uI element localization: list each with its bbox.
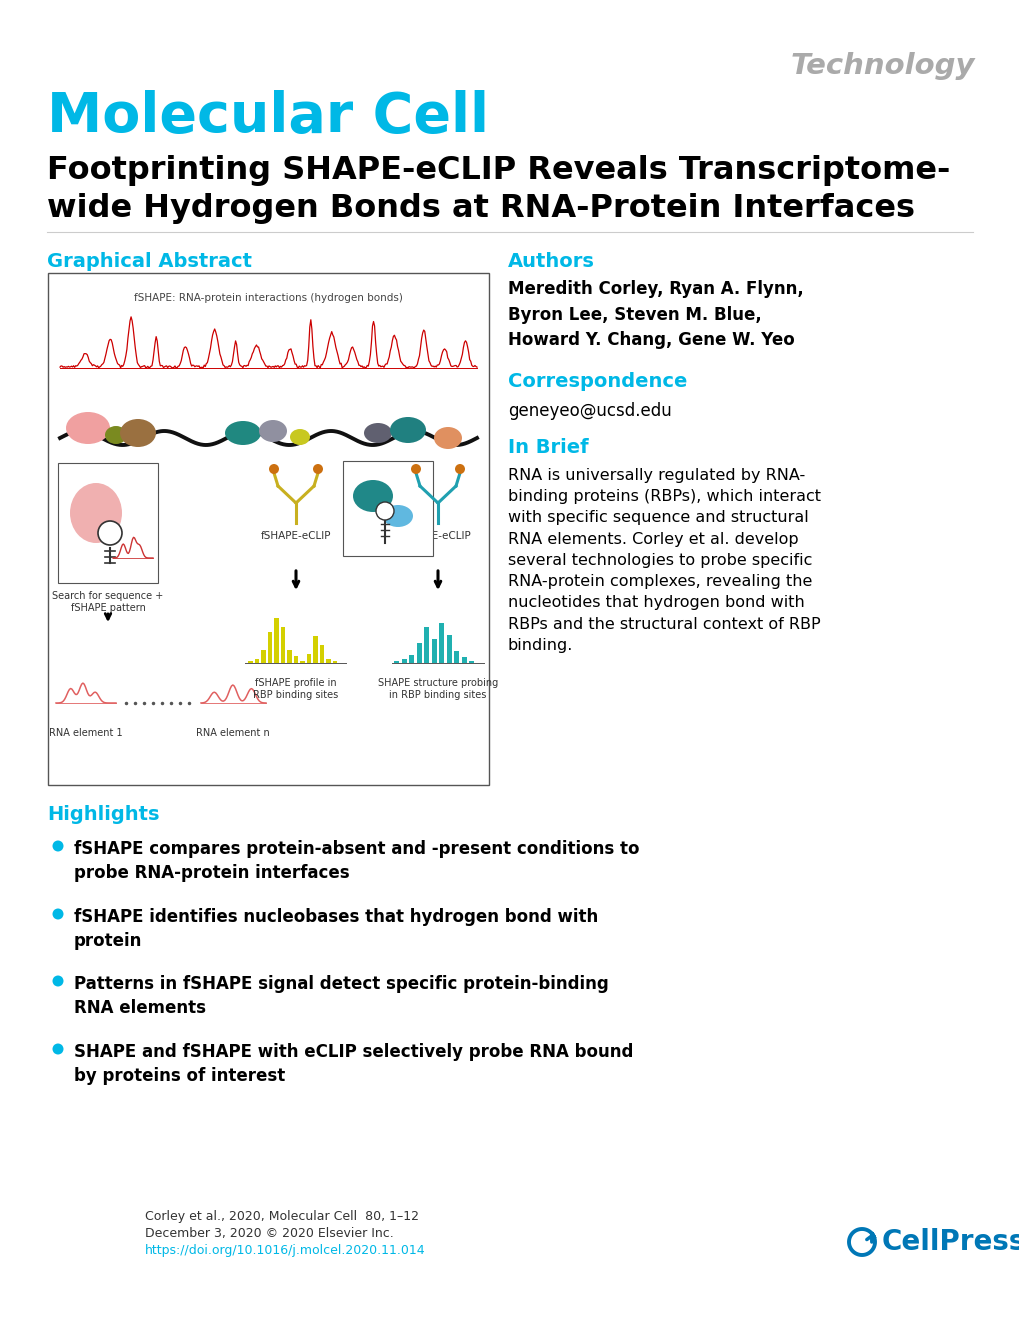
Bar — [300, 661, 305, 663]
Bar — [274, 618, 278, 663]
Text: Molecular Cell: Molecular Cell — [47, 90, 488, 144]
Text: CellPress: CellPress — [881, 1227, 1019, 1256]
Text: Meredith Corley, Ryan A. Flynn,
Byron Lee, Steven M. Blue,
Howard Y. Chang, Gene: Meredith Corley, Ryan A. Flynn, Byron Le… — [507, 279, 803, 350]
Bar — [280, 628, 285, 663]
Text: Corley et al., 2020, Molecular Cell  80⁠, 1–12: Corley et al., 2020, Molecular Cell 80⁠,… — [145, 1210, 419, 1223]
Circle shape — [98, 522, 122, 545]
Ellipse shape — [389, 417, 426, 444]
Text: Technology: Technology — [790, 52, 974, 79]
Text: https://doi.org/10.1016/j.molcel.2020.11.014: https://doi.org/10.1016/j.molcel.2020.11… — [145, 1245, 425, 1256]
Text: fSHAPE identifies nucleobases that hydrogen bond with
protein: fSHAPE identifies nucleobases that hydro… — [74, 908, 598, 951]
Bar — [313, 636, 318, 663]
Bar — [261, 650, 266, 663]
Ellipse shape — [353, 481, 392, 512]
Ellipse shape — [259, 420, 286, 442]
Bar — [446, 636, 451, 663]
Bar — [469, 661, 474, 663]
Text: Correspondence: Correspondence — [507, 372, 687, 391]
Bar — [409, 655, 414, 663]
Bar — [439, 624, 444, 663]
Text: RNA is universally regulated by RNA-
binding proteins (RBPs), which interact
wit: RNA is universally regulated by RNA- bin… — [507, 467, 820, 653]
Ellipse shape — [382, 504, 413, 527]
Bar — [48, 273, 488, 785]
Ellipse shape — [70, 483, 122, 543]
Bar — [401, 659, 407, 663]
Text: Graphical Abstract: Graphical Abstract — [47, 252, 252, 271]
Bar — [58, 463, 158, 583]
Bar — [332, 661, 337, 663]
Circle shape — [313, 463, 323, 474]
Bar — [342, 461, 433, 556]
Bar — [248, 661, 253, 663]
Bar — [319, 645, 324, 663]
Text: fSHAPE compares protein-absent and -present conditions to
probe RNA-protein inte: fSHAPE compares protein-absent and -pres… — [74, 839, 639, 882]
Text: RNA element 1: RNA element 1 — [49, 728, 122, 737]
Bar — [267, 632, 272, 663]
Text: Authors: Authors — [507, 252, 594, 271]
Circle shape — [52, 841, 63, 851]
Text: geneyeo@ucsd.edu: geneyeo@ucsd.edu — [507, 402, 672, 420]
Bar — [417, 643, 421, 663]
Bar — [462, 657, 467, 663]
Text: In Brief: In Brief — [507, 438, 588, 457]
Circle shape — [52, 976, 63, 986]
Bar — [453, 651, 459, 663]
Ellipse shape — [105, 426, 127, 444]
Circle shape — [52, 908, 63, 919]
Text: SHAPE structure probing
in RBP binding sites: SHAPE structure probing in RBP binding s… — [377, 678, 497, 700]
Ellipse shape — [289, 429, 310, 445]
Text: Search for sequence +
fSHAPE pattern: Search for sequence + fSHAPE pattern — [52, 591, 163, 613]
Bar — [307, 654, 311, 663]
Ellipse shape — [364, 422, 391, 444]
Bar — [326, 658, 330, 663]
Ellipse shape — [66, 412, 110, 444]
Text: RNA element n: RNA element n — [196, 728, 270, 737]
Bar — [287, 650, 291, 663]
Bar — [431, 639, 436, 663]
Bar — [424, 628, 429, 663]
Text: SHAPE-eCLIP: SHAPE-eCLIP — [405, 531, 471, 542]
Bar — [293, 657, 298, 663]
Circle shape — [269, 463, 279, 474]
Text: fSHAPE profile in
RBP binding sites: fSHAPE profile in RBP binding sites — [253, 678, 338, 700]
Ellipse shape — [433, 428, 462, 449]
Circle shape — [411, 463, 421, 474]
Text: December 3, 2020 © 2020 Elsevier Inc.: December 3, 2020 © 2020 Elsevier Inc. — [145, 1227, 393, 1241]
Text: Patterns in fSHAPE signal detect specific protein-binding
RNA elements: Patterns in fSHAPE signal detect specifi… — [74, 974, 608, 1017]
Circle shape — [376, 502, 393, 520]
Ellipse shape — [120, 418, 156, 448]
Text: SHAPE and fSHAPE with eCLIP selectively probe RNA bound
by proteins of interest: SHAPE and fSHAPE with eCLIP selectively … — [74, 1043, 633, 1086]
Ellipse shape — [225, 421, 261, 445]
Text: wide Hydrogen Bonds at RNA-Protein Interfaces: wide Hydrogen Bonds at RNA-Protein Inter… — [47, 193, 914, 224]
Text: fSHAPE: RNA-protein interactions (hydrogen bonds): fSHAPE: RNA-protein interactions (hydrog… — [133, 293, 403, 303]
Bar — [255, 658, 259, 663]
Text: Footprinting SHAPE-eCLIP Reveals Transcriptome-: Footprinting SHAPE-eCLIP Reveals Transcr… — [47, 155, 950, 185]
Circle shape — [454, 463, 465, 474]
Text: fSHAPE-eCLIP: fSHAPE-eCLIP — [261, 531, 331, 542]
Text: Highlights: Highlights — [47, 805, 159, 824]
Circle shape — [52, 1043, 63, 1054]
Bar — [394, 661, 398, 663]
